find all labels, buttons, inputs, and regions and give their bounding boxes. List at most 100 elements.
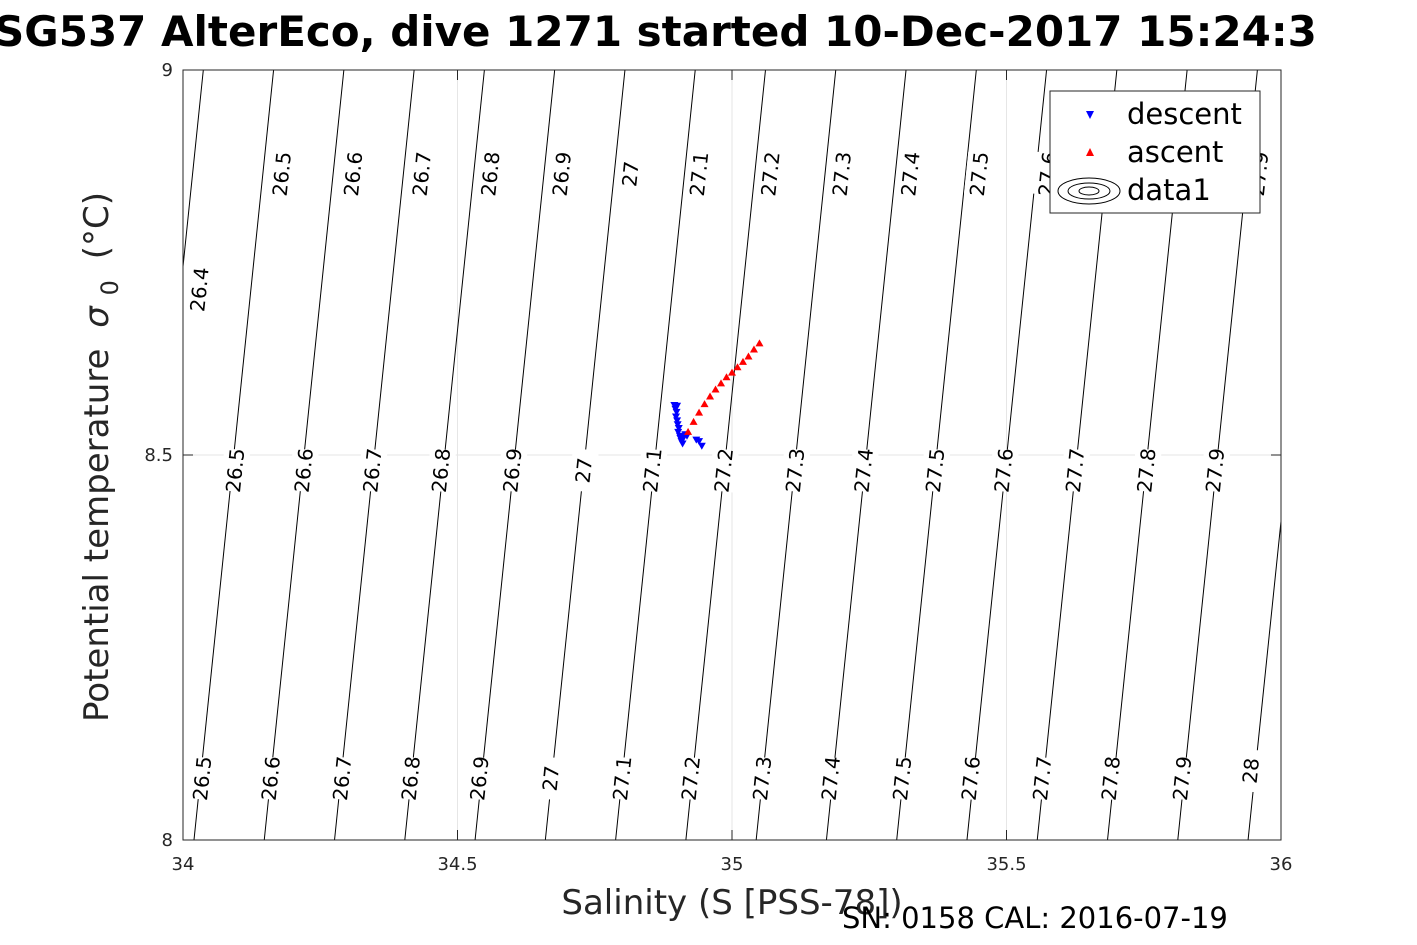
ascent-marker bbox=[722, 373, 731, 381]
contour-label-bg bbox=[895, 151, 926, 197]
contour-label: 27.3 bbox=[781, 447, 809, 494]
contour-label: 27 bbox=[571, 457, 597, 485]
contour-label: 27.1 bbox=[608, 755, 636, 802]
legend-contour-marker bbox=[1057, 177, 1121, 205]
contour-label: 27.5 bbox=[888, 755, 916, 802]
contour-label: 27 bbox=[538, 765, 564, 793]
contour-label: 26.6 bbox=[257, 755, 285, 802]
descent-marker bbox=[674, 428, 683, 436]
y-axis-label-symbol: σ bbox=[77, 305, 117, 328]
descent-marker bbox=[672, 413, 681, 421]
contour-label-bg bbox=[327, 756, 358, 801]
ascent-marker bbox=[695, 408, 704, 416]
descent-marker bbox=[673, 417, 682, 425]
contour-label-bg bbox=[955, 756, 986, 801]
contour-label-bg bbox=[887, 756, 918, 801]
contour-label-bg bbox=[464, 756, 495, 801]
contour-label-bg bbox=[747, 756, 778, 801]
contour-label-bg bbox=[988, 448, 1019, 493]
contour-label-bg bbox=[220, 448, 251, 493]
contour-label: 27.4 bbox=[850, 447, 878, 494]
y-tick-label: 8.5 bbox=[144, 445, 173, 466]
descent-marker bbox=[695, 438, 704, 446]
contour-label: 27.5 bbox=[965, 151, 993, 198]
contour-label: 27.3 bbox=[828, 151, 856, 198]
chart-title: SG537 AlterEco, dive 1271 started 10-Dec… bbox=[0, 7, 1317, 56]
x-tick-label: 35 bbox=[721, 854, 744, 875]
contour-label: 26.9 bbox=[465, 755, 493, 802]
contour-label-bg bbox=[406, 151, 437, 197]
contour-label: 26.6 bbox=[339, 151, 367, 198]
legend-ascent-label: ascent bbox=[1127, 135, 1223, 169]
contour-label: 27.3 bbox=[748, 755, 776, 802]
x-tick-label: 34.5 bbox=[437, 854, 477, 875]
contour-label-bg bbox=[184, 267, 215, 312]
contour-line bbox=[1247, 516, 1281, 840]
x-tick-label: 34 bbox=[172, 854, 195, 875]
axis-ticks: 34 34.5 35 35.5 36 8 8.5 9 bbox=[144, 60, 1292, 875]
contour-label-bg bbox=[920, 448, 951, 493]
contour-label: 27.1 bbox=[685, 151, 713, 198]
contour-label-bg bbox=[815, 756, 846, 801]
ascent-marker bbox=[749, 345, 758, 353]
contour-label: 26.9 bbox=[498, 447, 526, 494]
contour-label-bg bbox=[755, 151, 786, 197]
contour-label: 28 bbox=[1238, 757, 1264, 785]
data-markers bbox=[670, 339, 764, 450]
contour-label-bg bbox=[338, 151, 369, 197]
contour-label: 27 bbox=[617, 160, 643, 188]
contour-label: 26.7 bbox=[328, 755, 356, 802]
contour-label-bg bbox=[1235, 748, 1266, 793]
density-contour-labels: 26.4 26.5 26.6 26.7 26.8 26.9 27 27.1 27.2 27.3 27… bbox=[184, 151, 1275, 802]
contour-label: 27.5 bbox=[921, 447, 949, 494]
contour-label: 27.8 bbox=[1132, 447, 1160, 494]
legend: descent ascent data1 bbox=[1049, 90, 1261, 214]
y-tick-label: 9 bbox=[162, 60, 173, 81]
contour-label-bg bbox=[607, 756, 638, 801]
contour-label-bg bbox=[497, 448, 528, 493]
x-tick-label: 36 bbox=[1270, 854, 1293, 875]
contour-label-bg bbox=[848, 448, 879, 493]
ascent-marker bbox=[689, 417, 698, 425]
contour-label: 26.6 bbox=[290, 447, 318, 494]
contour-label: 27.9 bbox=[1201, 447, 1229, 494]
contour-label: 26.9 bbox=[548, 151, 576, 198]
ascent-marker bbox=[755, 339, 764, 347]
y-axis-label-subscript: 0 bbox=[96, 280, 124, 295]
contour-label-bg bbox=[255, 756, 286, 801]
ascent-marker bbox=[728, 368, 736, 376]
contour-label: 27.7 bbox=[1028, 755, 1056, 802]
contour-label-bg bbox=[1131, 448, 1162, 493]
ascent-marker bbox=[684, 427, 693, 435]
ascent-marker bbox=[733, 363, 742, 371]
y-axis-label-main: Potential temperature bbox=[77, 349, 117, 722]
contour-label: 27.9 bbox=[1168, 755, 1196, 802]
contour-label: 26.8 bbox=[476, 151, 504, 198]
ascent-marker bbox=[744, 352, 753, 360]
contour-label: 26.5 bbox=[268, 151, 296, 198]
contour-label: 26.8 bbox=[427, 447, 455, 494]
contour-label-bg bbox=[683, 151, 715, 197]
contour-line bbox=[183, 70, 204, 272]
ascent-marker bbox=[706, 392, 715, 400]
contour-label: 26.7 bbox=[358, 447, 386, 494]
contour-label-bg bbox=[357, 448, 388, 493]
contour-label: 26.4 bbox=[185, 266, 213, 313]
contour-label: 27.2 bbox=[756, 151, 784, 198]
contour-label: 27.7 bbox=[1061, 447, 1089, 494]
contour-label: 26.5 bbox=[221, 447, 249, 494]
contour-label: 26.7 bbox=[408, 151, 436, 198]
contour-label-bg bbox=[615, 151, 646, 197]
legend-ascent-marker bbox=[1086, 148, 1094, 156]
contour-label-bg bbox=[826, 151, 857, 197]
contour-label-bg bbox=[1095, 756, 1126, 801]
contour-label-bg bbox=[1167, 756, 1198, 801]
contour-label: 27.6 bbox=[990, 447, 1018, 494]
x-tick-label: 35.5 bbox=[986, 854, 1026, 875]
contour-label-bg bbox=[288, 448, 319, 493]
descent-marker bbox=[674, 425, 683, 433]
descent-marker bbox=[672, 408, 681, 416]
y-tick-label: 8 bbox=[162, 830, 173, 851]
contour-label: 27.2 bbox=[677, 755, 705, 802]
y-axis-label-unit: (°C) bbox=[77, 192, 117, 259]
